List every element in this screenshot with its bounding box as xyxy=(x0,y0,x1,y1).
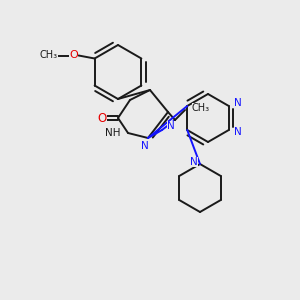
Text: N: N xyxy=(190,157,198,167)
Text: NH: NH xyxy=(106,128,121,138)
Text: N: N xyxy=(234,98,242,108)
Text: O: O xyxy=(98,112,106,124)
Text: N: N xyxy=(234,127,242,137)
Text: O: O xyxy=(69,50,78,61)
Text: CH₃: CH₃ xyxy=(40,50,58,61)
Text: N: N xyxy=(141,141,149,151)
Text: N: N xyxy=(167,121,175,131)
Text: CH₃: CH₃ xyxy=(192,103,210,113)
